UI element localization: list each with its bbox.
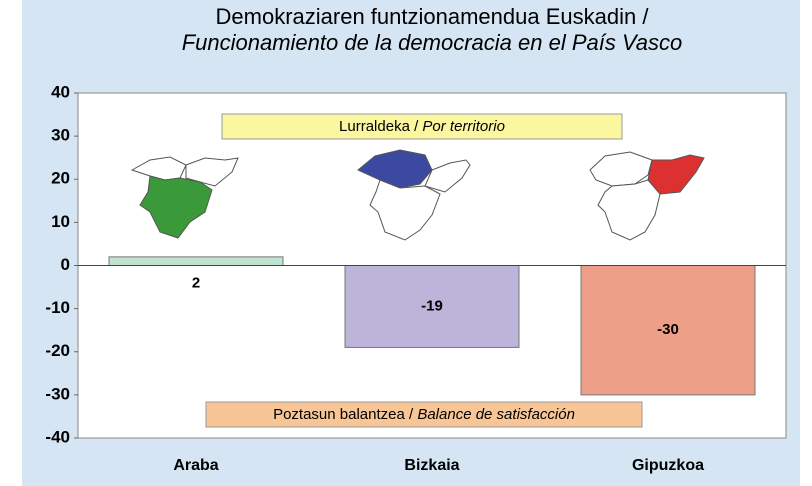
x-tick-label: Araba [173, 457, 218, 474]
y-tick-label: -40 [45, 427, 70, 446]
x-tick-label: Bizkaia [404, 457, 459, 474]
y-tick-label: 0 [61, 255, 70, 274]
map-gipuzkoa [589, 151, 705, 241]
chart-subtitle: Funcionamiento de la democracia en el Pa… [182, 30, 683, 55]
y-tick-label: -20 [45, 341, 70, 360]
annotation-part: Por territorio [422, 118, 505, 135]
annotation: Lurraldeka / Por territorio [339, 118, 505, 135]
y-tick-label: 20 [51, 169, 70, 188]
y-tick-label: 30 [51, 126, 70, 145]
annotation-part: Balance de satisfacción [417, 406, 575, 423]
y-tick-label: -30 [45, 384, 70, 403]
chart-title: Demokraziaren funtzionamendua Euskadin / [216, 4, 650, 29]
annotation-part: Poztasun balantzea / [273, 406, 417, 423]
data-label: 2 [192, 274, 200, 291]
map-araba [130, 156, 239, 239]
annotation-box [221, 113, 623, 140]
data-label: -30 [657, 321, 679, 338]
bar [108, 256, 284, 266]
data-label: -19 [421, 297, 443, 314]
map-bizkaia [357, 149, 471, 241]
annotation-box [205, 401, 643, 428]
annotation: Poztasun balantzea / Balance de satisfac… [273, 406, 575, 423]
y-tick-label: 10 [51, 212, 70, 231]
y-tick-label: -10 [45, 298, 70, 317]
x-tick-label: Gipuzkoa [632, 457, 704, 474]
annotation-part: Lurraldeka / [339, 118, 422, 135]
y-tick-label: 40 [51, 82, 70, 101]
bar [344, 265, 520, 348]
bar [580, 265, 756, 396]
